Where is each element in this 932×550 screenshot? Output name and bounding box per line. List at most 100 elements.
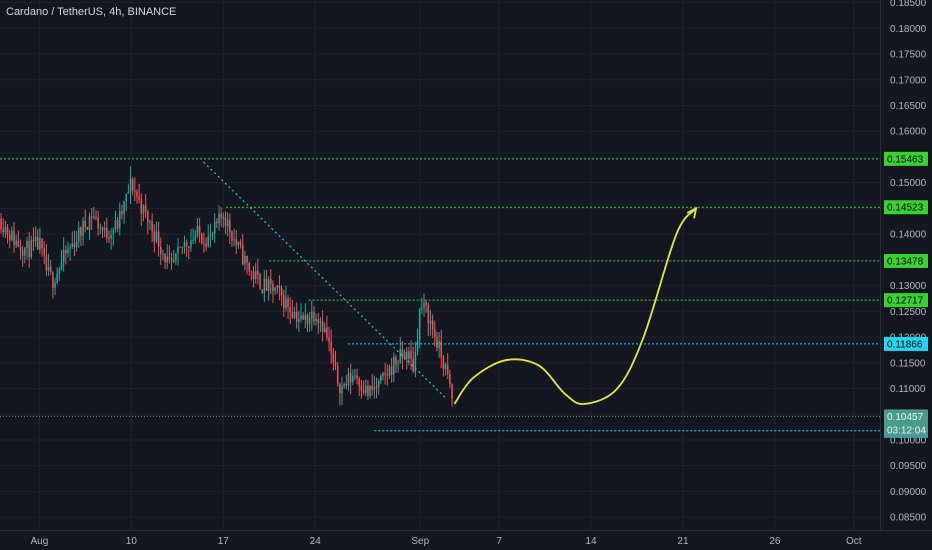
candle-body xyxy=(276,285,279,288)
candle-body xyxy=(19,246,22,251)
candle-body xyxy=(112,229,115,235)
candle-body xyxy=(427,304,430,324)
price-tick-label: 0.10000 xyxy=(890,435,927,446)
candle-body xyxy=(159,246,162,254)
candle-body xyxy=(97,217,99,228)
candle-body xyxy=(334,362,337,367)
candle-body xyxy=(252,271,255,279)
candle-body xyxy=(106,227,108,238)
candle-body xyxy=(313,311,315,321)
candle-body xyxy=(127,192,130,194)
candle-body xyxy=(267,279,270,291)
candle-body xyxy=(157,231,160,247)
candle-body xyxy=(147,211,149,223)
candle-body xyxy=(278,285,281,289)
candle-body xyxy=(155,231,158,242)
candle-body xyxy=(414,351,417,372)
time-axis[interactable]: Aug 10 17 24 Sep 7 14 21 26 Oct xyxy=(31,536,862,547)
projection-curve xyxy=(453,207,697,405)
current-price-value: 0.10457 xyxy=(887,412,924,423)
candle-body xyxy=(300,315,302,320)
candle-body xyxy=(67,248,69,254)
candle-body xyxy=(354,375,356,377)
price-level-tag xyxy=(884,253,928,268)
candle-body xyxy=(280,288,283,296)
candle-body xyxy=(32,239,35,242)
price-level-labels: 0.154630.145230.134780.127170.118660.101… xyxy=(884,151,928,438)
candle-body xyxy=(330,341,332,353)
time-tick-label: 26 xyxy=(769,536,781,547)
candle-body xyxy=(410,351,412,359)
time-tick-label: 21 xyxy=(677,536,689,547)
time-tick-label: 7 xyxy=(496,536,502,547)
candle-body xyxy=(181,246,184,248)
candle-body xyxy=(272,283,274,292)
candle-body xyxy=(194,235,197,240)
candle-body xyxy=(216,221,218,224)
time-tick-label: 14 xyxy=(585,536,597,547)
candle-body xyxy=(101,227,104,230)
candle-body xyxy=(153,231,156,242)
price-level-tag xyxy=(884,200,928,215)
candle-body xyxy=(248,262,251,272)
candle-body xyxy=(397,363,399,365)
candle-body xyxy=(319,321,322,323)
candle-body xyxy=(30,239,33,258)
candle-body xyxy=(129,178,132,193)
candle-body xyxy=(168,256,171,259)
time-tick-label: 10 xyxy=(126,536,138,547)
candle-body xyxy=(131,178,134,191)
price-tick-label: 0.08500 xyxy=(890,513,927,524)
candle-body xyxy=(429,320,432,324)
candle-body xyxy=(166,256,169,263)
candle-body xyxy=(90,216,93,218)
candle-body xyxy=(444,364,447,370)
candle-body xyxy=(308,318,311,324)
candle-body xyxy=(43,248,46,256)
time-tick-label: Oct xyxy=(846,536,862,547)
chart-grid xyxy=(0,0,880,530)
chart-title: Cardano / TetherUS, 4h, BINANCE xyxy=(6,6,177,18)
candle-body xyxy=(377,380,380,387)
candle-body xyxy=(6,226,9,235)
candle-body xyxy=(26,241,28,249)
candle-body xyxy=(95,216,97,218)
price-level-tag xyxy=(884,151,928,166)
candle-body xyxy=(13,231,15,246)
candle-body xyxy=(362,391,365,393)
candle-body xyxy=(179,246,181,248)
candle-body xyxy=(431,320,434,330)
candle-body xyxy=(103,227,106,230)
candle-body xyxy=(375,386,378,388)
candle-body xyxy=(75,241,78,248)
candle-body xyxy=(56,273,58,283)
candle-body xyxy=(291,312,294,318)
candle-body xyxy=(311,311,313,319)
candle-body xyxy=(233,239,235,241)
candle-body xyxy=(239,242,242,246)
candle-body xyxy=(62,250,65,262)
candle-body xyxy=(125,193,128,202)
candle-body xyxy=(442,357,445,370)
candle-body xyxy=(84,220,87,227)
candle-body xyxy=(265,278,268,291)
time-tick-label: 24 xyxy=(310,536,322,547)
candle-body xyxy=(86,226,89,230)
candle-body xyxy=(434,329,436,338)
candle-body xyxy=(306,315,309,324)
candle-body xyxy=(123,201,125,214)
candle-body xyxy=(423,302,425,308)
price-level-tag xyxy=(884,336,928,351)
candle-body xyxy=(209,234,212,237)
candle-body xyxy=(250,271,253,273)
candle-body xyxy=(339,383,341,394)
candle-body xyxy=(4,226,7,232)
candle-body xyxy=(384,373,386,375)
candle-body xyxy=(421,307,423,309)
candle-body xyxy=(140,199,143,214)
time-tick-label: 17 xyxy=(218,536,230,547)
price-level-value: 0.12717 xyxy=(887,296,924,307)
candle-body xyxy=(364,385,367,393)
